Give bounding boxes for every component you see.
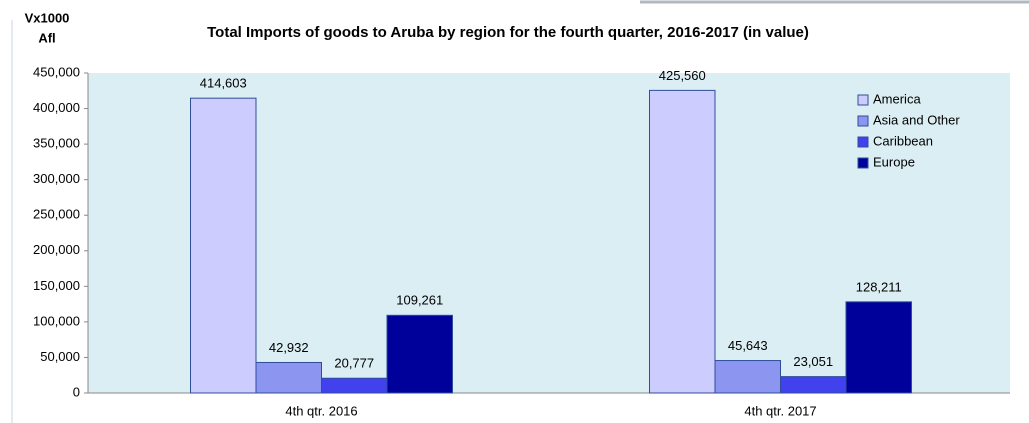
x-tick-label: 4th qtr. 2016	[285, 403, 357, 418]
data-label: 128,211	[856, 279, 902, 294]
y-tick-label: 150,000	[33, 278, 80, 293]
legend-label: Asia and Other	[873, 112, 960, 127]
bar	[780, 376, 847, 394]
data-label: 20,777	[334, 356, 374, 371]
y-tick-label: 450,000	[33, 64, 80, 79]
data-label: 414,603	[200, 76, 247, 91]
y-axis-label: Afl	[38, 30, 55, 45]
legend-swatch	[857, 157, 869, 169]
legend-swatch	[857, 94, 869, 106]
bar	[386, 314, 453, 394]
bar	[845, 301, 912, 394]
bar	[190, 97, 257, 394]
y-tick-label: 400,000	[33, 100, 80, 115]
bar	[255, 361, 322, 394]
y-tick-label: 350,000	[33, 136, 80, 151]
y-axis-label: Vx1000	[25, 10, 70, 25]
y-tick-label: 250,000	[33, 207, 80, 222]
data-label: 23,051	[793, 354, 833, 369]
y-tick-label: 50,000	[40, 349, 80, 364]
x-tick-label: 4th qtr. 2017	[744, 403, 816, 418]
data-label: 45,643	[728, 338, 768, 353]
legend-label: Europe	[873, 154, 915, 169]
chart-title: Total Imports of goods to Aruba by regio…	[207, 24, 809, 41]
y-tick-label: 200,000	[33, 242, 80, 257]
data-label: 109,261	[396, 293, 443, 308]
y-tick-label: 0	[73, 384, 80, 399]
legend-label: America	[873, 91, 921, 106]
data-label: 425,560	[659, 68, 706, 83]
legend-label: Caribbean	[873, 133, 933, 148]
y-tick-label: 300,000	[33, 171, 80, 186]
legend-swatch	[857, 136, 869, 148]
data-label: 42,932	[269, 340, 309, 355]
bar	[649, 89, 716, 394]
bar	[321, 377, 388, 394]
bar	[714, 360, 781, 394]
y-tick-label: 100,000	[33, 313, 80, 328]
legend-swatch	[857, 115, 869, 127]
